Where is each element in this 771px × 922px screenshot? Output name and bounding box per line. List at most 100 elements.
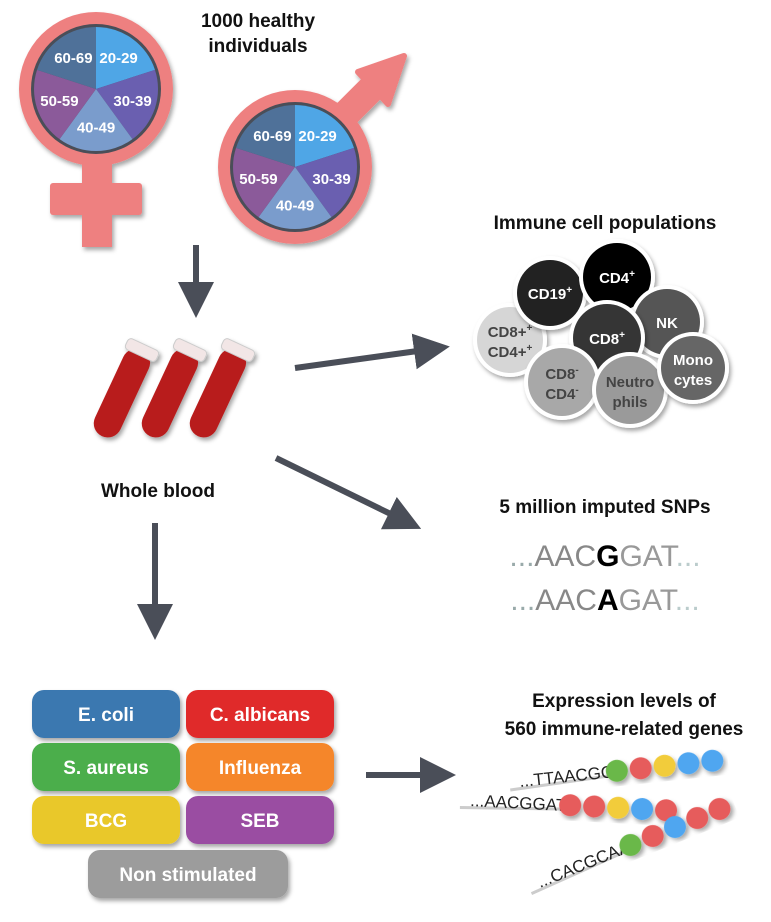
snp-variant: G [596, 540, 619, 573]
stimulus-label: S. aureus [63, 758, 149, 779]
stimulus-label: BCG [85, 811, 127, 832]
svg-text:...AACAGAT...: ...AACAGAT... [510, 584, 700, 617]
cell-label: cytes [674, 372, 712, 389]
cell-label: CD8+ [589, 330, 625, 348]
cell-label: CD19+ [528, 285, 572, 303]
pie-slice-60-69 [37, 27, 96, 89]
stimulus-s-aureus: S. aureus [32, 743, 180, 791]
expression-bead [607, 796, 630, 819]
cell-label: CD4++ [488, 343, 533, 361]
snp-right: GAT [619, 584, 678, 617]
cell-label: phils [612, 394, 647, 411]
pie-slice-40-49 [59, 89, 133, 151]
age-label: 60-69 [54, 50, 92, 67]
expression-strands: ...TTAACGG...AACGGAT ...CACGCAA [459, 749, 731, 895]
stimulus-e-coli: E. coli [32, 690, 180, 738]
age-label: 50-59 [239, 171, 277, 188]
arrow-blood-to-cells [294, 333, 450, 371]
cell-label: CD8++ [488, 323, 533, 341]
stimulus-label: E. coli [78, 705, 134, 726]
cell-cd4: CD4+ [579, 239, 655, 315]
pie-slice-30-39 [96, 69, 158, 140]
expression-bead [677, 752, 700, 775]
expression-bead [559, 794, 582, 817]
expression-bead [605, 759, 628, 782]
stimulus-label: C. albicans [210, 705, 310, 726]
svg-text:...AACGGAT...: ...AACGGAT... [509, 540, 700, 573]
expression-bead [619, 833, 642, 856]
cell-cd8cd4: CD8- CD4- [524, 344, 600, 420]
cell-cd19: CD19+ [513, 256, 587, 330]
cell-label: CD4+ [599, 269, 635, 287]
age-label: 20-29 [99, 50, 137, 67]
male-age-pie: 20-29 30-39 40-49 50-59 60-69 [230, 102, 360, 232]
cohort-title-line1: 1000 healthy [201, 11, 315, 32]
cell-label: CD8- [545, 365, 578, 383]
expression-bead [655, 799, 678, 822]
female-age-pie: 20-29 30-39 40-49 50-59 60-69 [31, 24, 161, 154]
stimulus-label: Influenza [219, 758, 302, 779]
expression-title-line2: 560 immune-related genes [505, 719, 744, 740]
expression-strand: ...AACGGAT [459, 791, 678, 822]
expression-strand: ...TTAACGG [510, 749, 724, 792]
expression-bead [631, 798, 654, 821]
expression-bead [663, 815, 686, 838]
snp-left: AAC [535, 584, 597, 617]
cell-label: Mono [673, 352, 713, 369]
stimulus-influenza: Influenza [186, 743, 334, 791]
stimulus-c-albicans: C. albicans [186, 690, 334, 738]
age-label: 30-39 [113, 93, 151, 110]
expression-bead [629, 757, 652, 780]
pie-slice-20-29 [295, 105, 354, 167]
snp-sequence-1: ...AACGGAT... [509, 540, 700, 573]
expression-bead [708, 798, 731, 821]
cell-label: CD4- [545, 385, 578, 403]
snps-title: 5 million imputed SNPs [499, 497, 710, 518]
age-label: 30-39 [312, 171, 350, 188]
snp-variant: A [597, 584, 619, 617]
expression-bead [686, 807, 709, 830]
stimulus-label: Non stimulated [119, 865, 256, 886]
age-label: 40-49 [77, 119, 115, 136]
pie-slice-50-59 [33, 69, 96, 140]
age-label: 20-29 [298, 128, 336, 145]
expression-bead [653, 754, 676, 777]
pie-slice-30-39 [295, 147, 357, 218]
snp-right: GAT [619, 540, 678, 573]
cell-neutrophils: Neutro phils [592, 352, 668, 428]
cell-label: Neutro [606, 374, 654, 391]
strand-sequence: ...TTAACGG [518, 762, 615, 791]
pie-slice-20-29 [96, 27, 155, 89]
stimulus-bcg: BCG [32, 796, 180, 844]
stimuli-grid: E. coli C. albicans S. aureus Influenza BCG S… [32, 690, 334, 898]
expression-bead [583, 795, 606, 818]
age-label: 50-59 [40, 93, 78, 110]
snp-prefix: ... [509, 540, 534, 573]
immune-cell-cluster: CD8++ CD4++ CD19+ CD4+ NK CD8+ CD8- CD4- Neutro p… [473, 239, 729, 428]
snp-prefix: ... [510, 584, 535, 617]
age-label: 40-49 [276, 197, 314, 214]
stimulus-seb: SEB [186, 796, 334, 844]
snp-suffix: ... [675, 584, 700, 617]
stimulus-non-stimulated: Non stimulated [88, 850, 288, 898]
snp-suffix: ... [676, 540, 701, 573]
pie-slice-60-69 [236, 105, 295, 167]
age-label: 60-69 [253, 128, 291, 145]
cell-monocytes: Mono cytes [657, 332, 729, 404]
snp-left: AAC [534, 540, 596, 573]
arrow-blood-to-snps [274, 455, 422, 530]
cohort-title-line2: individuals [208, 36, 307, 57]
cells-title: Immune cell populations [494, 213, 717, 234]
expression-bead [701, 749, 724, 772]
whole-blood-label: Whole blood [101, 481, 215, 502]
cell-label: NK [656, 315, 678, 332]
expression-bead [641, 824, 664, 847]
pie-slice-40-49 [258, 167, 332, 229]
strand-sequence: ...AACGGAT [470, 791, 567, 815]
stimulus-label: SEB [240, 811, 279, 832]
expression-title-line1: Expression levels of [532, 691, 716, 712]
snp-sequence-2: ...AACAGAT... [510, 584, 700, 617]
strand-sequence: ...CACGCAA [534, 837, 633, 892]
pie-slice-50-59 [233, 147, 295, 218]
